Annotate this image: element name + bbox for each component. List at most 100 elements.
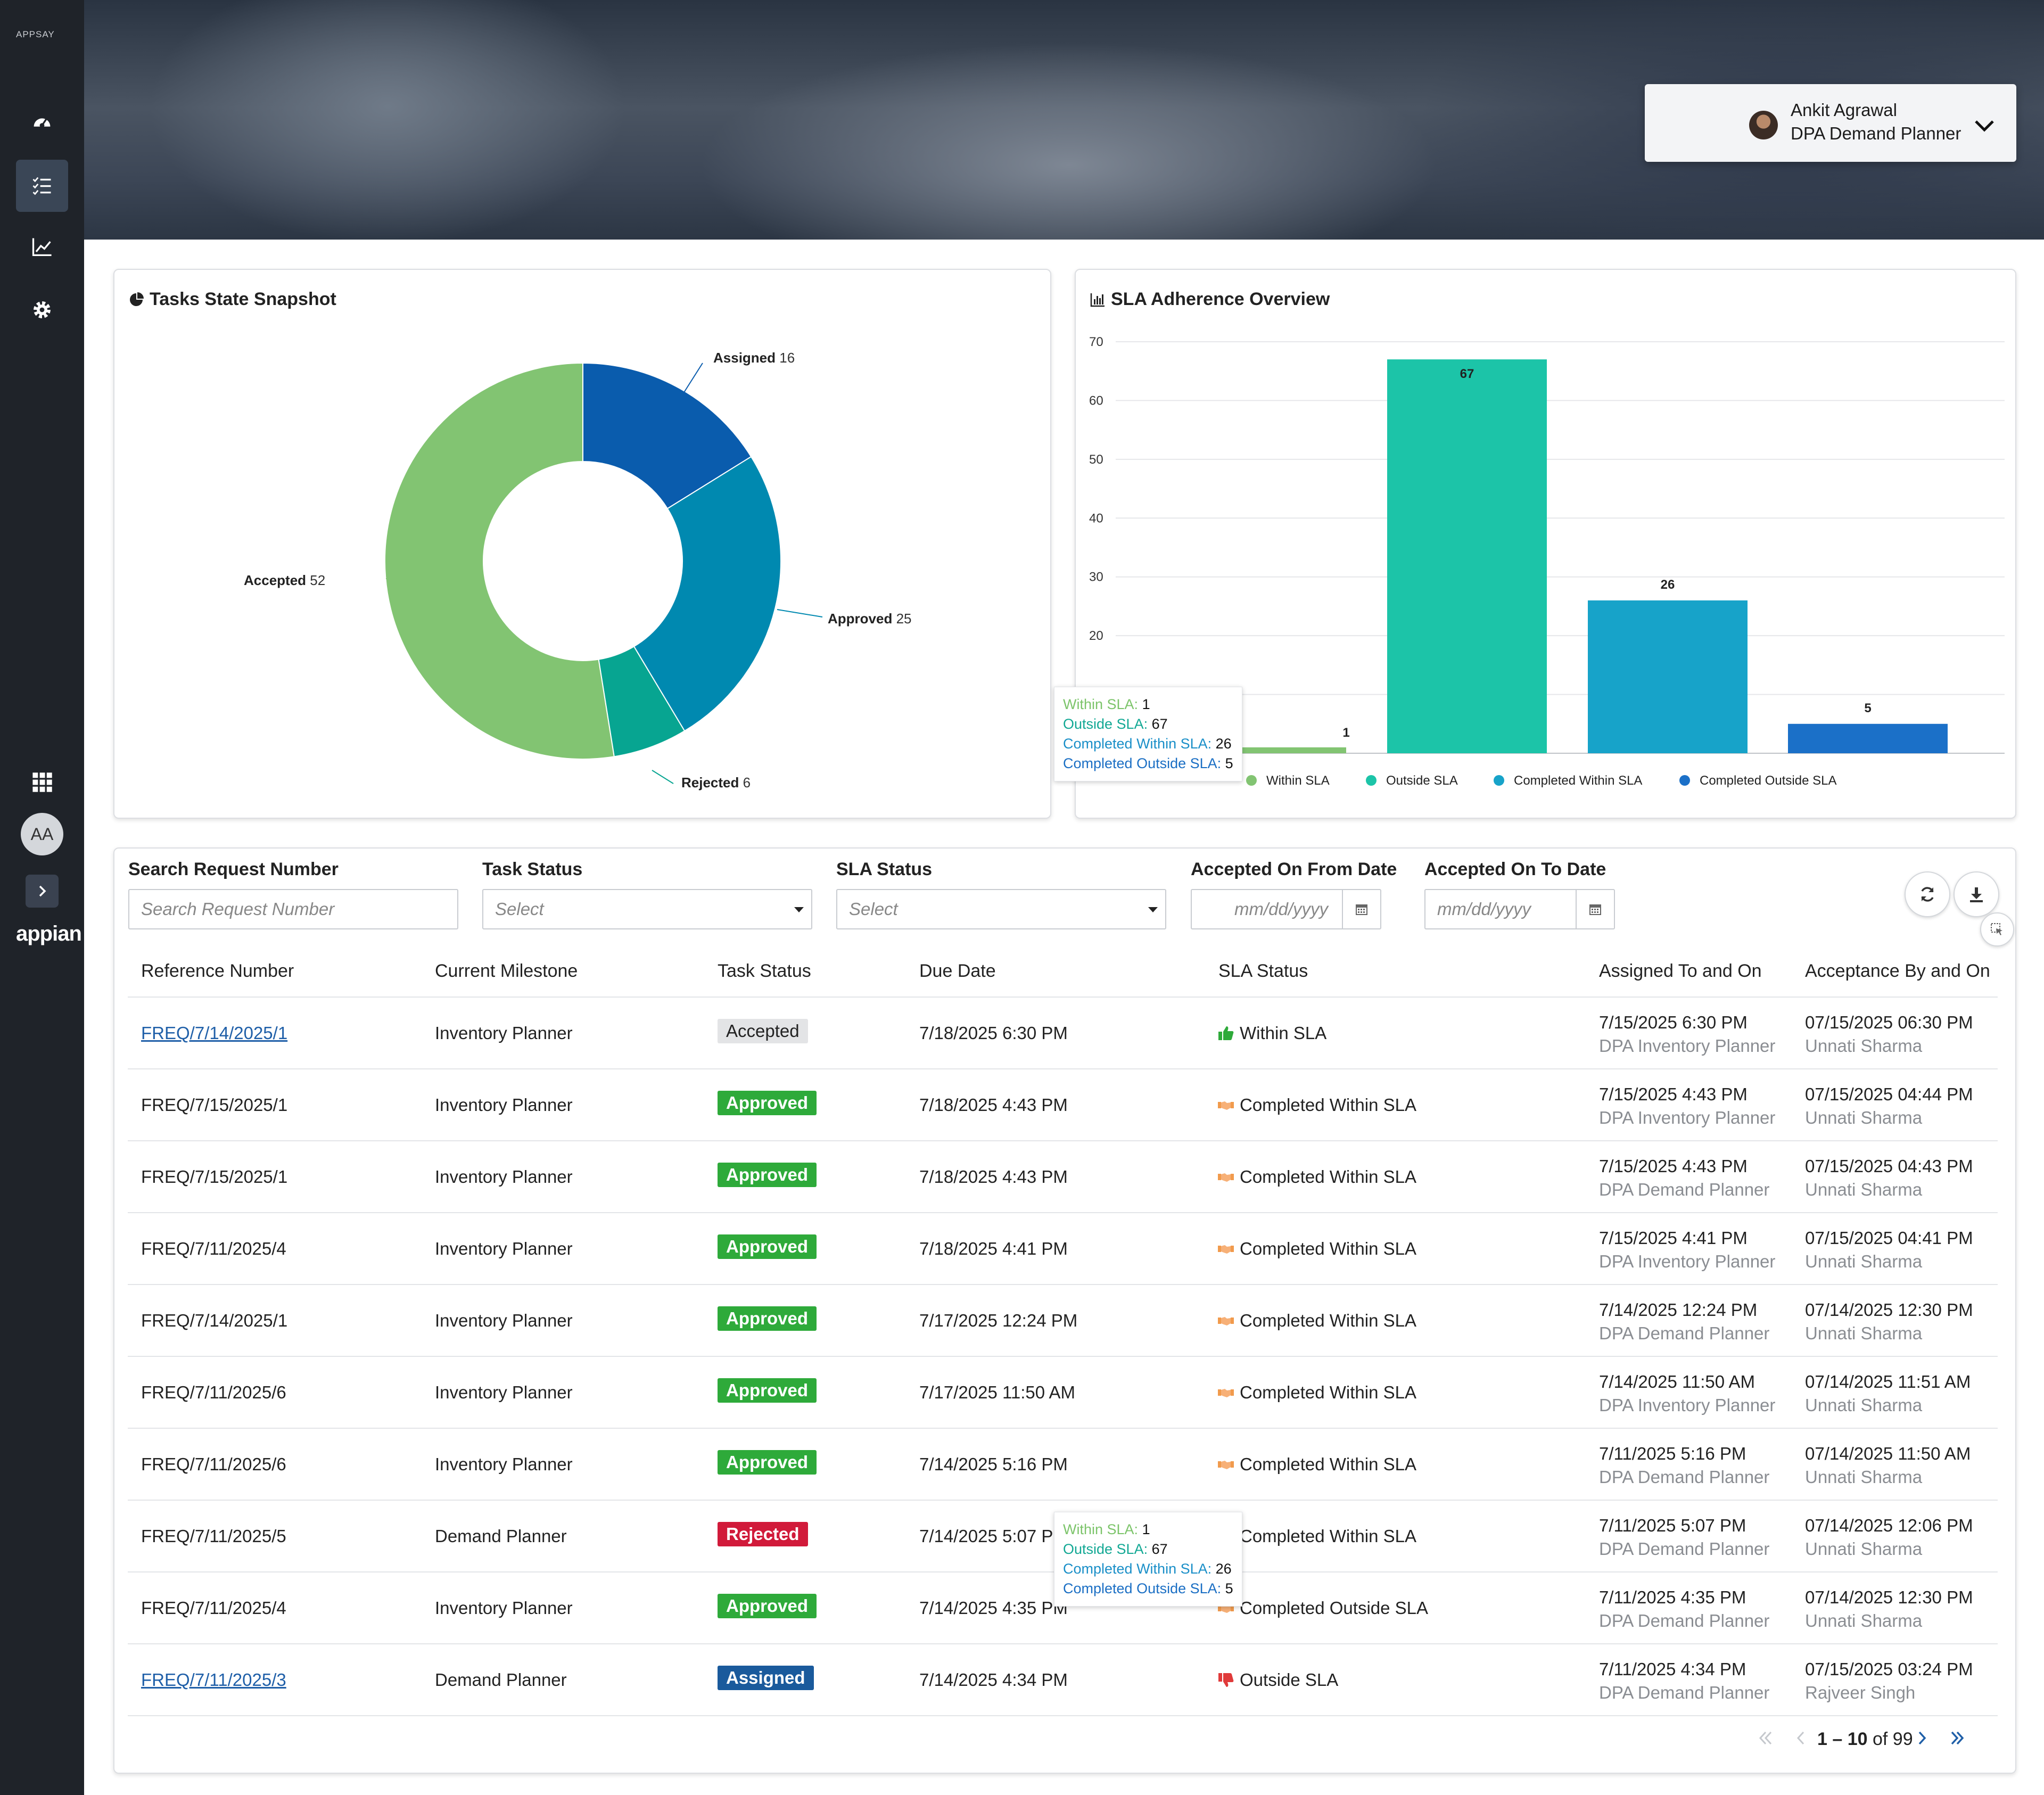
tooltip-row: Completed Within SLA: 26 bbox=[1063, 734, 1233, 754]
last-page-icon[interactable] bbox=[1948, 1729, 1966, 1752]
sla-bar[interactable] bbox=[1588, 600, 1748, 753]
tooltip-row: Completed Outside SLA: 5 bbox=[1063, 1579, 1233, 1599]
sla-status-text: Completed Outside SLA bbox=[1240, 1598, 1429, 1618]
col-assigned-to[interactable]: Assigned To and On bbox=[1599, 961, 1762, 981]
col-due-date[interactable]: Due Date bbox=[919, 961, 996, 981]
table-row[interactable]: FREQ/7/11/2025/6 Inventory Planner Approve… bbox=[128, 1428, 1998, 1500]
current-milestone: Inventory Planner bbox=[435, 1382, 573, 1402]
search-label: Search Request Number bbox=[128, 859, 339, 879]
tooltip-label: Outside SLA: bbox=[1063, 1541, 1152, 1557]
gear-icon[interactable] bbox=[16, 284, 68, 336]
table-row[interactable]: FREQ/7/15/2025/1 Inventory Planner Approve… bbox=[128, 1068, 1998, 1140]
table-row[interactable]: FREQ/7/11/2025/3 Demand Planner Assigned 7/… bbox=[128, 1643, 1998, 1715]
col-current-milestone[interactable]: Current Milestone bbox=[435, 961, 578, 981]
next-page-icon[interactable] bbox=[1913, 1729, 1931, 1752]
user-menu[interactable]: Ankit Agrawal DPA Demand Planner bbox=[1645, 84, 2016, 162]
table-row[interactable]: FREQ/7/14/2025/1 Inventory Planner Accepte… bbox=[128, 997, 1998, 1068]
col-acceptance-by[interactable]: Acceptance By and On bbox=[1805, 961, 1990, 981]
brand-logo: APPSAY bbox=[16, 29, 55, 39]
from-date-input[interactable]: mm/dd/yyyy bbox=[1191, 889, 1381, 929]
chevron-down-icon[interactable] bbox=[1973, 114, 1996, 137]
tooltip-row: Completed Within SLA: 26 bbox=[1063, 1559, 1233, 1579]
legend-label[interactable]: Within SLA bbox=[1266, 773, 1330, 788]
task-status-select[interactable]: Select bbox=[482, 889, 812, 929]
sla-status: Within SLA bbox=[1217, 1023, 1326, 1043]
table-row[interactable]: FREQ/7/11/2025/4 Inventory Planner Approve… bbox=[128, 1212, 1998, 1284]
due-date: 7/14/2025 5:16 PM bbox=[919, 1454, 1068, 1474]
y-tick-label: 20 bbox=[1089, 629, 1103, 643]
handshake-icon bbox=[1217, 1313, 1234, 1329]
reference-number[interactable]: FREQ/7/14/2025/1 bbox=[141, 1023, 288, 1043]
first-page-icon[interactable] bbox=[1757, 1729, 1775, 1752]
tasks-snapshot-card: Tasks State Snapshot Assigned 16 Approve… bbox=[113, 269, 1051, 819]
sla-status-select[interactable]: Select bbox=[836, 889, 1166, 929]
calendar-icon[interactable] bbox=[1576, 890, 1614, 928]
cursor-icon[interactable] bbox=[1980, 912, 2014, 946]
reference-number[interactable]: FREQ/7/11/2025/3 bbox=[141, 1670, 286, 1690]
pie-chart-icon bbox=[130, 292, 144, 306]
sla-bar[interactable] bbox=[1186, 747, 1346, 753]
accepted-on: 07/15/2025 06:30 PM bbox=[1805, 1012, 1973, 1032]
download-button[interactable] bbox=[1954, 871, 1999, 917]
due-date: 7/14/2025 4:34 PM bbox=[919, 1670, 1068, 1690]
status-badge: Accepted bbox=[718, 1019, 808, 1043]
calendar-icon[interactable] bbox=[1342, 890, 1380, 928]
chart-line-icon[interactable] bbox=[16, 221, 68, 273]
dashboard-icon[interactable] bbox=[16, 96, 68, 148]
tooltip-row: Completed Outside SLA: 5 bbox=[1063, 754, 1233, 773]
due-date: 7/14/2025 5:07 PM bbox=[919, 1526, 1068, 1546]
sla-status-text: Completed Within SLA bbox=[1240, 1311, 1416, 1330]
tooltip-label: Completed Within SLA: bbox=[1063, 736, 1216, 752]
donut-label-assigned: Assigned 16 bbox=[713, 350, 795, 366]
assigned-on: 7/14/2025 12:24 PM bbox=[1599, 1300, 1758, 1320]
table-row[interactable]: FREQ/7/15/2025/1 Inventory Planner Approve… bbox=[128, 1140, 1998, 1212]
donut-leader-line bbox=[385, 577, 418, 579]
col-task-status[interactable]: Task Status bbox=[718, 961, 811, 981]
current-milestone: Demand Planner bbox=[435, 1670, 567, 1690]
status-badge: Assigned bbox=[718, 1666, 814, 1690]
sla-status-text: Completed Within SLA bbox=[1240, 1382, 1416, 1402]
assigned-on: 7/11/2025 5:07 PM bbox=[1599, 1516, 1746, 1535]
to-date-label: Accepted On To Date bbox=[1424, 859, 1606, 879]
reference-number: FREQ/7/11/2025/6 bbox=[141, 1382, 286, 1402]
to-date-input[interactable]: mm/dd/yyyy bbox=[1424, 889, 1615, 929]
accepted-by: Unnati Sharma bbox=[1805, 1251, 1923, 1271]
donut-slice-approved[interactable] bbox=[633, 456, 782, 732]
search-input[interactable]: Search Request Number bbox=[128, 889, 458, 929]
assigned-on: 7/11/2025 5:16 PM bbox=[1599, 1444, 1746, 1463]
bar-data-label: 26 bbox=[1661, 578, 1675, 592]
accepted-by: Rajveer Singh bbox=[1805, 1683, 1916, 1702]
reference-number: FREQ/7/11/2025/5 bbox=[141, 1526, 286, 1546]
refresh-button[interactable] bbox=[1905, 871, 1950, 917]
legend-marker bbox=[1494, 775, 1504, 786]
legend-label[interactable]: Completed Within SLA bbox=[1514, 773, 1642, 788]
y-tick-label: 70 bbox=[1089, 335, 1103, 349]
assigned-to: DPA Inventory Planner bbox=[1599, 1395, 1776, 1415]
status-badge: Approved bbox=[718, 1378, 817, 1403]
sla-bar[interactable] bbox=[1387, 359, 1547, 753]
legend-label[interactable]: Completed Outside SLA bbox=[1700, 773, 1836, 788]
sla-bar[interactable] bbox=[1788, 723, 1948, 753]
legend-label[interactable]: Outside SLA bbox=[1386, 773, 1458, 788]
prev-page-icon[interactable] bbox=[1792, 1729, 1810, 1752]
tooltip-value: 1 bbox=[1142, 696, 1150, 712]
chevron-right-icon bbox=[39, 885, 46, 897]
donut-slice-accepted[interactable] bbox=[384, 362, 615, 760]
app-grid-icon[interactable] bbox=[16, 756, 68, 808]
expand-sidebar-button[interactable] bbox=[26, 875, 59, 908]
col-sla-status[interactable]: SLA Status bbox=[1218, 961, 1308, 981]
avatar[interactable]: AA bbox=[21, 813, 63, 855]
chart-tooltip: Within SLA: 1 Outside SLA: 67 Completed Wi… bbox=[1054, 687, 1242, 781]
task-status-label: Task Status bbox=[482, 859, 583, 879]
table-row[interactable]: FREQ/7/11/2025/6 Inventory Planner Approve… bbox=[128, 1356, 1998, 1428]
status-badge: Approved bbox=[718, 1450, 817, 1475]
table-row[interactable]: FREQ/7/14/2025/1 Inventory Planner Approve… bbox=[128, 1284, 1998, 1356]
sla-status-text: Outside SLA bbox=[1240, 1670, 1339, 1690]
donut-slice-assigned[interactable] bbox=[582, 362, 752, 509]
accepted-by: Unnati Sharma bbox=[1805, 1395, 1923, 1415]
task-list-icon[interactable] bbox=[16, 160, 68, 212]
col-reference-number[interactable]: Reference Number bbox=[141, 961, 294, 981]
table-row[interactable]: FREQ/7/11/2025/5 Demand Planner Rejected 7/… bbox=[128, 1500, 1998, 1571]
chart-tooltip: Within SLA: 1 Outside SLA: 67 Completed Wi… bbox=[1054, 1512, 1242, 1607]
